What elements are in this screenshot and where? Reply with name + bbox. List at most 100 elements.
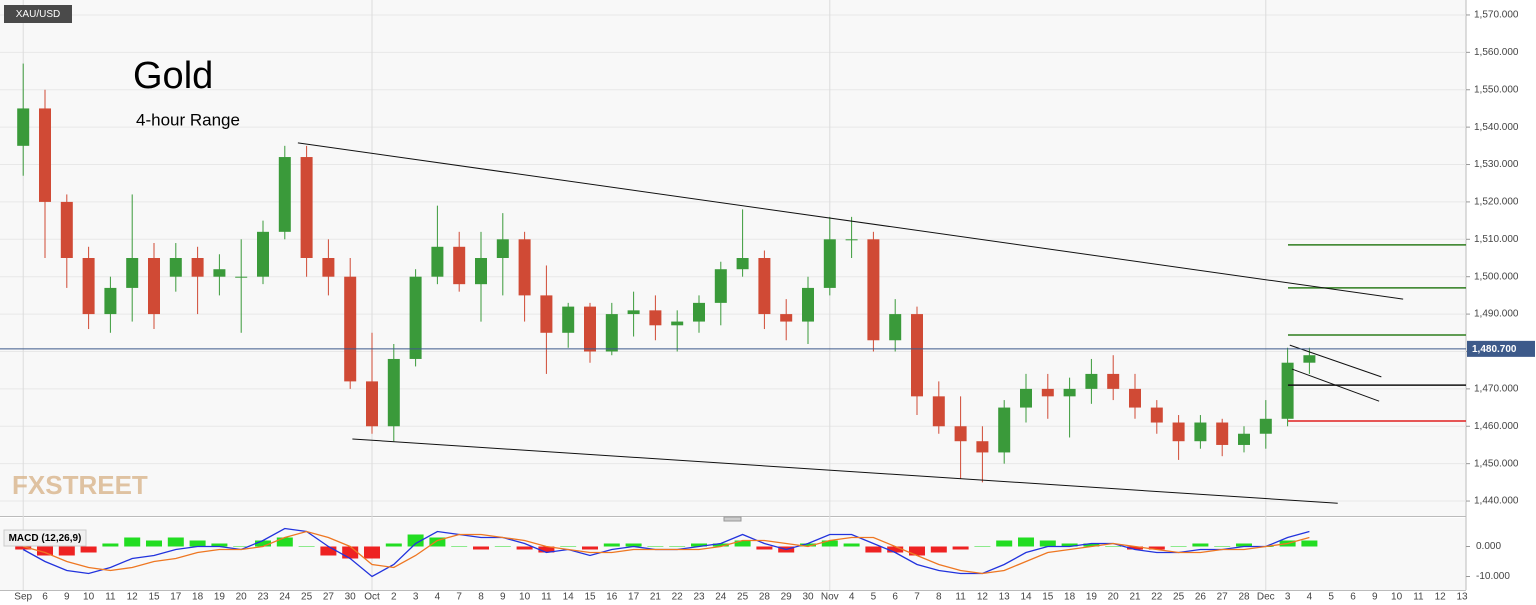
x-tick-label: 9	[500, 592, 506, 603]
candle-body	[322, 258, 335, 277]
x-tick-label: 23	[257, 592, 269, 603]
macd-histogram-bar	[102, 543, 119, 547]
macd-histogram-bar	[821, 540, 838, 547]
candle-body	[802, 287, 814, 322]
candle-body	[1259, 418, 1272, 434]
macd-tick-label: 0.000	[1476, 541, 1501, 552]
macd-histogram-bar	[1236, 543, 1252, 547]
macd-histogram-bar	[538, 546, 555, 553]
candle-body	[496, 239, 509, 258]
macd-histogram-bar	[712, 543, 729, 547]
macd-histogram-bar	[625, 543, 642, 547]
x-tick-label: 17	[628, 592, 640, 603]
candle-body	[169, 258, 182, 277]
candle-body	[148, 258, 160, 315]
candle-body	[39, 108, 51, 202]
x-tick-label: 11	[541, 592, 552, 603]
x-tick-label: 3	[413, 592, 419, 603]
x-tick-label: 21	[1129, 592, 1141, 603]
last-price-label: 1,480.700	[1472, 344, 1517, 355]
candle-body	[976, 441, 989, 453]
macd-histogram-bar	[865, 546, 882, 553]
macd-histogram-bar	[909, 546, 925, 556]
candle-body	[431, 246, 444, 277]
macd-histogram-bar	[342, 546, 359, 559]
x-tick-label: 14	[563, 592, 575, 603]
macd-histogram-bar	[1301, 540, 1318, 547]
candle-body	[257, 231, 269, 277]
candle-body	[932, 396, 945, 427]
macd-histogram-bar	[887, 546, 904, 553]
candle-body	[191, 258, 204, 277]
macd-histogram-bar	[473, 546, 489, 550]
macd-badge[interactable]	[3, 529, 87, 547]
macd-histogram-bar	[952, 546, 969, 550]
macd-histogram-bar	[298, 546, 315, 547]
candle-body	[453, 246, 466, 285]
symbol-badge[interactable]	[4, 5, 72, 23]
macd-histogram-bar	[1083, 543, 1100, 547]
macd-histogram-bar	[385, 543, 402, 547]
macd-histogram-bar	[451, 546, 468, 547]
macd-histogram-bar	[494, 546, 511, 547]
y-tick-label: 1,520.000	[1474, 197, 1519, 208]
macd-histogram-bar	[58, 546, 75, 556]
x-tick-label: 6	[42, 592, 48, 603]
candle-body	[889, 314, 902, 341]
candle-body	[1281, 362, 1294, 419]
candle-body	[649, 310, 662, 326]
macd-histogram-bar	[996, 540, 1013, 547]
candle-body	[845, 239, 858, 241]
x-tick-label: 4	[1307, 592, 1313, 603]
macd-histogram-bar	[1105, 546, 1122, 547]
x-tick-label: 9	[64, 592, 70, 603]
macd-histogram-bar	[407, 534, 424, 547]
x-tick-label: 2	[391, 592, 397, 603]
macd-histogram-bar	[756, 546, 773, 550]
macd-histogram-bar	[691, 543, 707, 547]
macd-histogram-bar	[516, 546, 533, 550]
candle-body	[1085, 373, 1098, 389]
candle-body	[736, 258, 749, 270]
x-tick-label: 12	[127, 592, 139, 603]
macd-histogram-bar	[734, 540, 751, 547]
x-tick-label: 11	[1413, 592, 1424, 603]
macd-histogram-bar	[124, 537, 141, 547]
candle-body	[693, 302, 705, 322]
x-tick-label: 15	[584, 592, 596, 603]
x-tick-label: 13	[999, 592, 1011, 603]
candle-body	[344, 276, 357, 382]
y-tick-label: 1,540.000	[1474, 122, 1519, 133]
x-tick-label: 12	[977, 592, 989, 603]
macd-histogram-bar	[167, 537, 184, 547]
macd-histogram-bar	[320, 546, 337, 556]
x-tick-label: 4	[435, 592, 441, 603]
signal-line	[23, 530, 1310, 575]
macd-histogram-bar	[1127, 546, 1143, 550]
trendline	[1289, 344, 1382, 378]
candle-body	[60, 201, 73, 258]
x-tick-label: 5	[1328, 592, 1334, 603]
y-tick-label: 1,550.000	[1474, 84, 1519, 95]
candle-body	[954, 426, 967, 442]
macd-histogram-bar	[1018, 537, 1034, 547]
last-price-badge	[1467, 340, 1535, 357]
resize-handle[interactable]	[723, 516, 742, 522]
macd-histogram-bar	[800, 543, 816, 547]
chart-title: Gold	[133, 55, 213, 97]
macd-histogram-bar	[15, 546, 32, 550]
x-tick-label: 7	[456, 592, 462, 603]
macd-histogram-bar	[189, 540, 206, 547]
x-tick-label: 27	[323, 592, 335, 603]
x-tick-label: 18	[1064, 592, 1076, 603]
x-tick-label: 27	[1217, 592, 1229, 603]
macd-histogram-bar	[276, 537, 293, 547]
x-tick-label: 20	[236, 592, 248, 603]
x-tick-label: 5	[871, 592, 877, 603]
macd-histogram-bar	[1148, 546, 1165, 550]
candle-body	[1041, 388, 1054, 397]
macd-tick-label: -10.000	[1476, 571, 1510, 582]
macd-histogram-bar	[429, 537, 446, 547]
candle-body	[605, 314, 618, 352]
